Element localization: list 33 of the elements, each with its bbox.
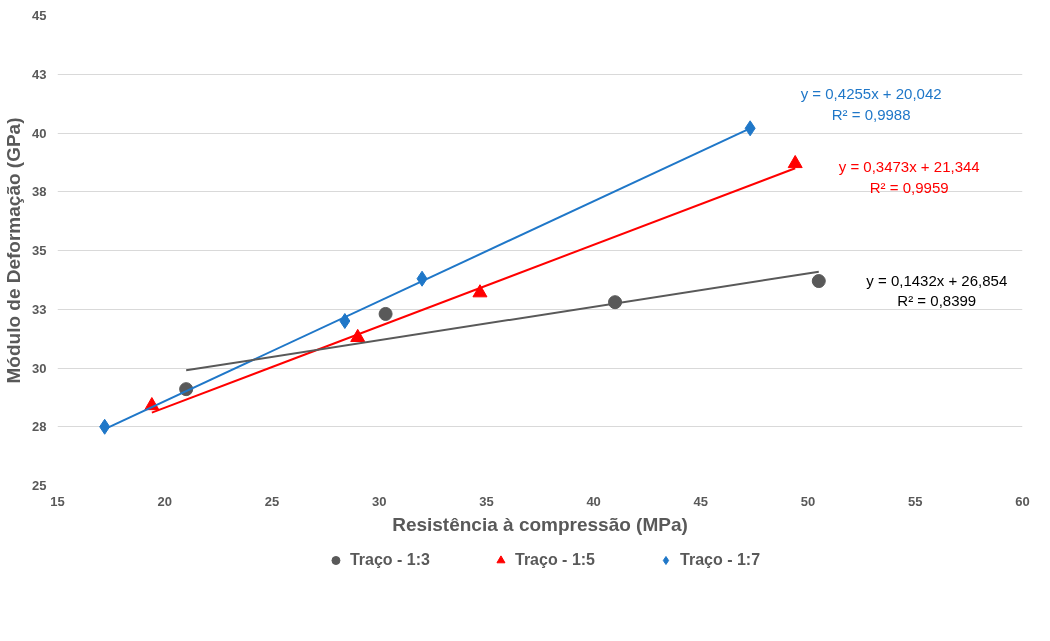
y-tick-label: 35 [32,243,47,258]
x-axis-title: Resistência à compressão (MPa) [392,513,688,535]
x-tick-label: 30 [371,493,387,509]
point [378,306,393,321]
x-tick-label: 55 [908,493,923,509]
annotation: y = 0,4255x + 20,042 R² = 0,9988 [800,85,942,123]
point [811,274,826,289]
x-tick-label: 25 [264,493,280,509]
annotation: y = 0,1432x + 26,854 R² = 0,8399 [866,271,1008,310]
y-axis-title: Módulo de Deformação (GPa) [3,117,25,384]
legend-label: Traço - 1:7 [680,550,761,569]
y-tick-label: 43 [32,66,47,82]
y-tick-label: 28 [32,419,47,435]
x-tick-label: 50 [800,493,816,509]
y-tick-label: 33 [32,301,47,317]
y-tick-label: 30 [32,360,47,376]
point [744,120,756,137]
x-tick-label: 35 [479,493,494,509]
point [339,313,351,329]
legend-label: Traço - 1:5 [514,550,596,569]
y-tick-label: 40 [32,125,47,141]
x-tick-label: 15 [50,493,65,509]
x-tick-label: 60 [1015,493,1030,509]
legend-label: Traço - 1:3 [349,550,430,569]
y-tick-label: 45 [32,8,47,23]
y-tick-label: 38 [32,184,47,200]
y-tick-label: 25 [32,478,47,493]
x-tick-label: 45 [693,493,709,509]
x-tick-label: 20 [157,493,172,509]
annotation: y = 0,3473x + 21,344 R² = 0,9959 [838,158,980,196]
point [99,418,111,435]
x-tick-label: 40 [586,493,601,509]
point [472,284,488,298]
